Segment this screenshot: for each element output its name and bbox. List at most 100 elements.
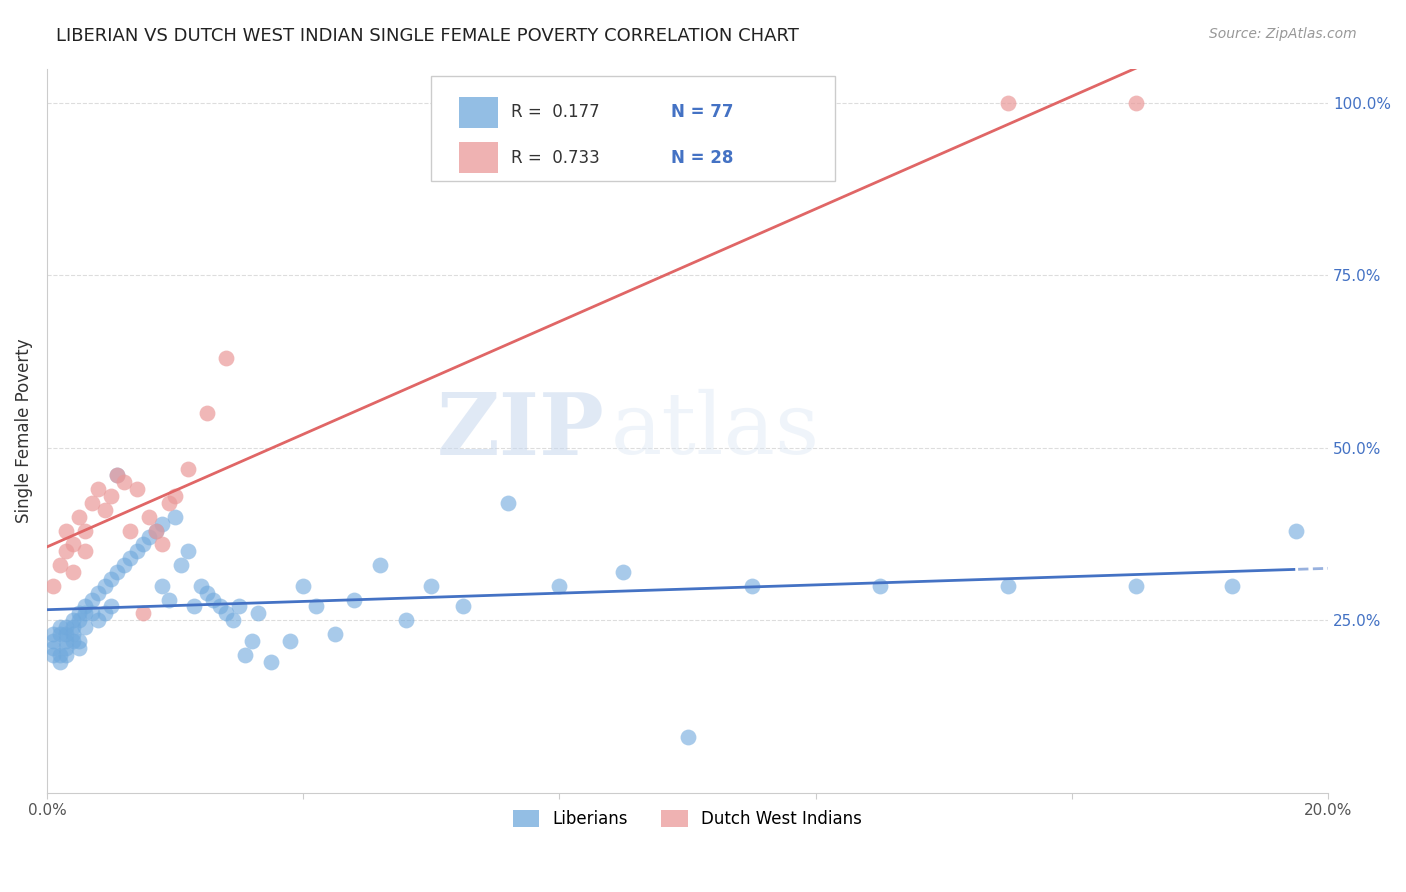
Point xyxy=(292,579,315,593)
Point xyxy=(240,634,263,648)
Point xyxy=(612,565,634,579)
Point xyxy=(48,648,70,662)
Point xyxy=(62,565,84,579)
Point xyxy=(87,613,110,627)
Point xyxy=(395,613,418,627)
Point xyxy=(120,551,142,566)
Point xyxy=(67,509,90,524)
Point xyxy=(215,607,238,621)
Point xyxy=(1220,579,1243,593)
Point xyxy=(138,509,160,524)
Point xyxy=(215,351,238,366)
Bar xyxy=(460,97,498,128)
Point xyxy=(676,731,699,745)
Point xyxy=(1125,95,1147,110)
Point xyxy=(93,607,115,621)
Point xyxy=(453,599,475,614)
Point xyxy=(100,489,122,503)
Point xyxy=(997,95,1019,110)
Point xyxy=(55,524,77,538)
Point xyxy=(170,558,193,572)
Point xyxy=(177,544,200,558)
Point xyxy=(260,655,283,669)
Point xyxy=(177,461,200,475)
Point xyxy=(42,627,65,641)
Point xyxy=(75,524,97,538)
Point xyxy=(105,468,128,483)
Point xyxy=(157,592,180,607)
Point xyxy=(62,620,84,634)
Point xyxy=(48,627,70,641)
Text: ZIP: ZIP xyxy=(436,389,605,473)
Point xyxy=(1125,579,1147,593)
Point xyxy=(62,634,84,648)
Point xyxy=(323,627,346,641)
Point xyxy=(235,648,257,662)
Text: LIBERIAN VS DUTCH WEST INDIAN SINGLE FEMALE POVERTY CORRELATION CHART: LIBERIAN VS DUTCH WEST INDIAN SINGLE FEM… xyxy=(56,27,799,45)
Point xyxy=(202,592,225,607)
Point xyxy=(278,634,301,648)
Point xyxy=(55,627,77,641)
Point xyxy=(42,634,65,648)
Text: N = 77: N = 77 xyxy=(671,103,734,121)
Point xyxy=(163,489,186,503)
Point xyxy=(80,496,103,510)
Point xyxy=(138,531,160,545)
Bar xyxy=(460,143,498,173)
Point xyxy=(496,496,519,510)
Point xyxy=(150,537,173,551)
Point xyxy=(42,640,65,655)
Point xyxy=(105,565,128,579)
Point xyxy=(75,599,97,614)
Point xyxy=(55,620,77,634)
Point xyxy=(208,599,231,614)
Point xyxy=(42,579,65,593)
Point xyxy=(67,613,90,627)
Point xyxy=(55,634,77,648)
Point xyxy=(221,613,243,627)
Point xyxy=(120,524,142,538)
Point xyxy=(145,524,167,538)
Y-axis label: Single Female Poverty: Single Female Poverty xyxy=(15,338,32,523)
Point xyxy=(48,655,70,669)
Text: R =  0.177: R = 0.177 xyxy=(510,103,599,121)
Text: Source: ZipAtlas.com: Source: ZipAtlas.com xyxy=(1209,27,1357,41)
Point xyxy=(42,648,65,662)
Point xyxy=(997,579,1019,593)
Point xyxy=(80,592,103,607)
Point xyxy=(75,620,97,634)
Point xyxy=(132,537,155,551)
Point xyxy=(247,607,270,621)
Point xyxy=(195,406,218,420)
Point xyxy=(163,509,186,524)
Point xyxy=(80,607,103,621)
Point xyxy=(548,579,571,593)
Point xyxy=(1285,524,1308,538)
Point xyxy=(112,558,135,572)
Point xyxy=(87,585,110,599)
Point xyxy=(132,607,155,621)
Text: N = 28: N = 28 xyxy=(671,149,734,167)
Point xyxy=(48,558,70,572)
Point xyxy=(62,613,84,627)
Point xyxy=(67,634,90,648)
Point xyxy=(145,524,167,538)
Text: R =  0.733: R = 0.733 xyxy=(510,149,599,167)
Point xyxy=(368,558,391,572)
Point xyxy=(157,496,180,510)
Point xyxy=(150,579,173,593)
Point xyxy=(55,640,77,655)
Point xyxy=(62,627,84,641)
Point xyxy=(75,607,97,621)
Point xyxy=(105,468,128,483)
Point xyxy=(190,579,212,593)
Point xyxy=(62,537,84,551)
Point xyxy=(125,482,148,496)
Point xyxy=(228,599,250,614)
Point xyxy=(100,572,122,586)
Point xyxy=(343,592,366,607)
Legend: Liberians, Dutch West Indians: Liberians, Dutch West Indians xyxy=(506,804,869,835)
Point xyxy=(55,648,77,662)
Point xyxy=(75,544,97,558)
Point xyxy=(125,544,148,558)
